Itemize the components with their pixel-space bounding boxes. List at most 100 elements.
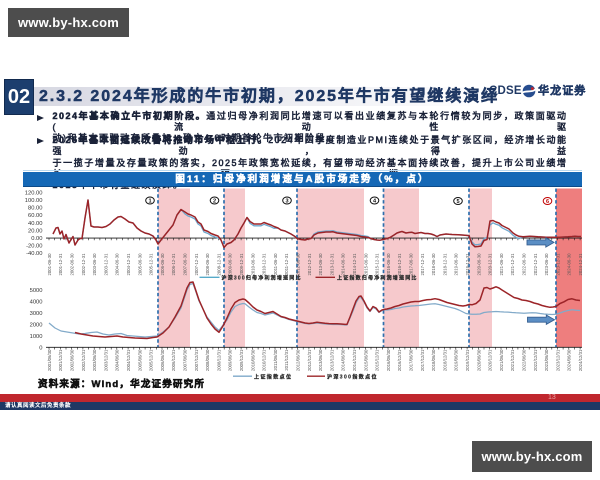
svg-text:2008-12-31: 2008-12-31 [216,253,221,276]
svg-text:2009/12/31: 2009/12/31 [239,349,244,371]
svg-text:2022-12-31: 2022-12-31 [533,253,538,276]
svg-text:2011/12/31: 2011/12/31 [284,349,289,371]
svg-text:2004/06/30: 2004/06/30 [115,349,120,371]
svg-text:20.00: 20.00 [28,228,43,234]
svg-text:2016-12-31: 2016-12-31 [397,253,402,276]
svg-text:2: 2 [213,199,216,205]
svg-text:2005/06/30: 2005/06/30 [137,349,142,371]
svg-text:2021-12-31: 2021-12-31 [510,253,515,276]
svg-text:2014/12/31: 2014/12/31 [352,349,357,371]
svg-text:2013-06-30: 2013-06-30 [318,253,323,276]
svg-text:2010/06/30: 2010/06/30 [250,349,255,371]
svg-text:2008/06/30: 2008/06/30 [205,349,210,371]
svg-text:2010-06-30: 2010-06-30 [250,253,255,276]
svg-text:2020/06/30: 2020/06/30 [476,349,481,371]
svg-text:2020/12/31: 2020/12/31 [488,349,493,371]
svg-text:0: 0 [39,345,42,351]
svg-text:2005-06-30: 2005-06-30 [137,253,142,276]
svg-text:40.00: 40.00 [28,221,43,227]
svg-text:2021/06/30: 2021/06/30 [499,349,504,371]
svg-text:2004/12/31: 2004/12/31 [126,349,131,371]
svg-text:2012-12-31: 2012-12-31 [307,253,312,276]
svg-text:2019/12/31: 2019/12/31 [465,349,470,371]
svg-text:2013/12/31: 2013/12/31 [329,349,334,371]
svg-text:2020-06-30: 2020-06-30 [476,253,481,276]
svg-text:2009-12-31: 2009-12-31 [239,253,244,276]
svg-text:2001/06/30: 2001/06/30 [47,349,52,371]
svg-text:3000: 3000 [30,311,43,317]
svg-text:2002/12/31: 2002/12/31 [81,349,86,371]
svg-text:6: 6 [546,199,549,205]
svg-text:2014/06/30: 2014/06/30 [341,349,346,371]
svg-text:2007/12/31: 2007/12/31 [194,349,199,371]
svg-text:80.00: 80.00 [28,206,43,212]
svg-text:5000: 5000 [30,288,43,294]
svg-text:2024/06/30: 2024/06/30 [567,349,572,371]
svg-text:2016/06/30: 2016/06/30 [386,349,391,371]
svg-text:2003/06/30: 2003/06/30 [92,349,97,371]
svg-text:2011/06/30: 2011/06/30 [273,349,278,371]
svg-text:2005-12-31: 2005-12-31 [149,253,154,276]
svg-text:2017/06/30: 2017/06/30 [409,349,414,371]
svg-text:2024-12-31: 2024-12-31 [578,253,583,276]
svg-text:2000: 2000 [30,322,43,328]
svg-text:2021/12/31: 2021/12/31 [510,349,515,371]
svg-text:2024-06-30: 2024-06-30 [567,253,572,276]
svg-text:上证指数点位: 上证指数点位 [254,373,292,380]
svg-text:3: 3 [285,199,288,205]
svg-text:2012/06/30: 2012/06/30 [296,349,301,371]
svg-text:2014-06-30: 2014-06-30 [341,253,346,276]
svg-text:2013/06/30: 2013/06/30 [318,349,323,371]
svg-text:2009-06-30: 2009-06-30 [228,253,233,276]
svg-text:2019/06/30: 2019/06/30 [454,349,459,371]
svg-text:2015-12-31: 2015-12-31 [375,253,380,276]
svg-text:2002/06/30: 2002/06/30 [70,349,75,371]
svg-text:2003-12-31: 2003-12-31 [103,253,108,276]
svg-text:2002-12-31: 2002-12-31 [81,253,86,276]
svg-text:2011-06-30: 2011-06-30 [273,253,278,275]
svg-text:2016/12/31: 2016/12/31 [397,349,402,371]
svg-text:2010-12-31: 2010-12-31 [262,253,267,276]
svg-text:2014-12-31: 2014-12-31 [352,253,357,276]
svg-text:2011-12-31: 2011-12-31 [284,253,289,275]
svg-text:2002-06-30: 2002-06-30 [70,253,75,276]
svg-text:2015-06-30: 2015-06-30 [363,253,368,276]
svg-text:-40.00: -40.00 [26,251,42,257]
svg-text:2007-12-31: 2007-12-31 [194,253,199,276]
svg-text:2013-12-31: 2013-12-31 [329,253,334,276]
svg-text:2010/12/31: 2010/12/31 [262,349,267,371]
svg-text:100.00: 100.00 [25,198,43,204]
svg-text:2022/06/30: 2022/06/30 [522,349,527,371]
svg-text:2006-06-30: 2006-06-30 [160,253,165,276]
svg-text:2017/12/31: 2017/12/31 [420,349,425,371]
svg-text:2024/12/31: 2024/12/31 [578,349,583,371]
svg-text:2006-12-31: 2006-12-31 [171,253,176,276]
svg-text:2001-06-30: 2001-06-30 [47,253,52,276]
svg-text:2001/12/31: 2001/12/31 [58,349,63,371]
svg-text:2023-06-30: 2023-06-30 [544,253,549,276]
svg-text:2006/06/30: 2006/06/30 [160,349,165,371]
svg-text:2016-06-30: 2016-06-30 [386,253,391,276]
svg-text:2003-06-30: 2003-06-30 [92,253,97,276]
svg-text:2019-06-30: 2019-06-30 [454,253,459,276]
svg-text:2012/12/31: 2012/12/31 [307,349,312,371]
svg-text:2022-06-30: 2022-06-30 [522,253,527,276]
svg-text:4000: 4000 [30,300,43,306]
svg-text:沪深300指数点位: 沪深300指数点位 [327,373,378,380]
svg-text:2005/12/31: 2005/12/31 [149,349,154,371]
svg-text:2019-12-31: 2019-12-31 [465,253,470,276]
svg-text:2023/06/30: 2023/06/30 [544,349,549,371]
svg-text:2023/12/31: 2023/12/31 [555,349,560,371]
svg-text:2018-12-31: 2018-12-31 [442,253,447,276]
svg-text:2018/12/31: 2018/12/31 [442,349,447,371]
svg-text:2023-12-31: 2023-12-31 [555,253,560,276]
svg-text:-20.00: -20.00 [26,244,42,250]
svg-text:2015/12/31: 2015/12/31 [375,349,380,371]
svg-text:120.00: 120.00 [25,190,43,196]
svg-text:0.00: 0.00 [31,236,42,242]
svg-text:1: 1 [148,199,151,205]
svg-text:2009/06/30: 2009/06/30 [228,349,233,371]
svg-text:上证指数归母净利润增速同比: 上证指数归母净利润增速同比 [337,274,418,281]
svg-text:2003/12/31: 2003/12/31 [103,349,108,371]
svg-text:2018/06/30: 2018/06/30 [431,349,436,371]
